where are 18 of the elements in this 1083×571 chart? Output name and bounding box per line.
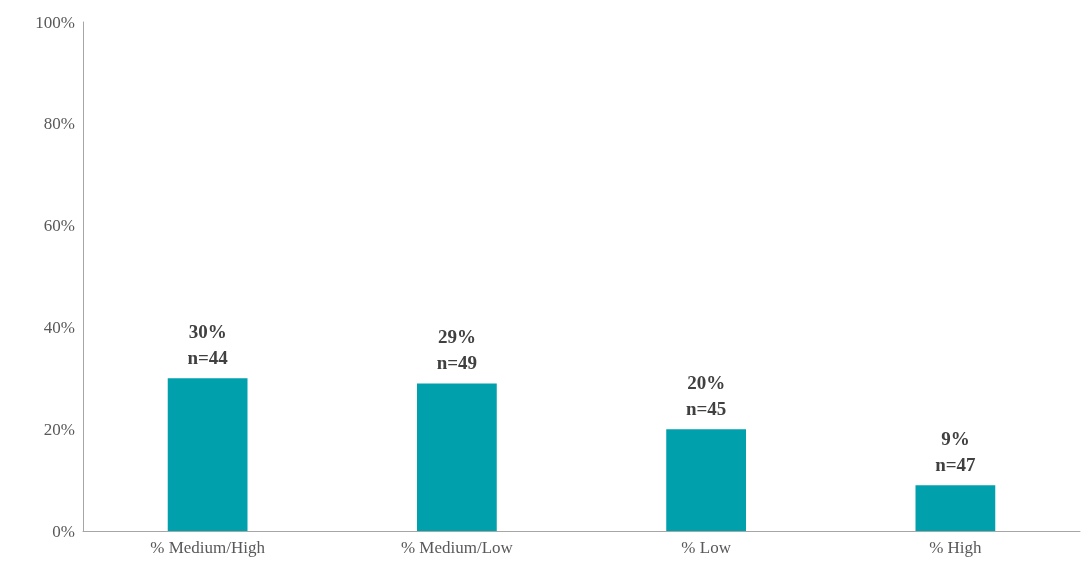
y-tick-label: 80% xyxy=(43,114,75,134)
data-label: 20% n=45 xyxy=(685,371,727,419)
y-tick-label: 40% xyxy=(43,317,75,337)
x-tick-label: % High xyxy=(929,538,983,557)
data-label: 29% n=49 xyxy=(436,325,478,373)
data-label: 30% n=44 xyxy=(187,320,229,368)
y-tick-label: 0% xyxy=(52,521,75,541)
x-tick-label: % Low xyxy=(681,538,732,557)
x-tick-label: % Medium/High xyxy=(150,538,266,557)
data-label: 9% n=47 xyxy=(935,427,977,475)
x-tick-label: % Medium/Low xyxy=(400,538,514,557)
bar xyxy=(417,383,497,531)
bar xyxy=(666,429,747,531)
y-tick-label: 100% xyxy=(35,12,75,32)
y-tick-label: 60% xyxy=(43,216,75,236)
bar xyxy=(915,485,996,531)
bar xyxy=(167,378,248,531)
y-tick-label: 20% xyxy=(43,419,75,439)
